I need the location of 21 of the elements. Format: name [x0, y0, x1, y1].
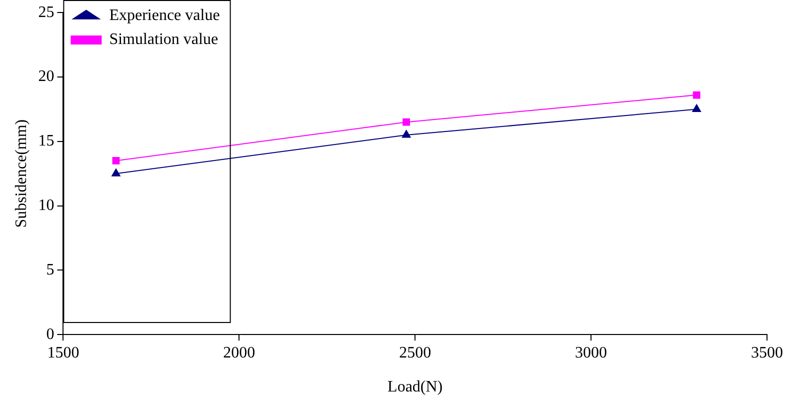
legend-label: Simulation value	[109, 31, 218, 48]
x-tick-label: 2000	[223, 344, 256, 362]
x-tick-label: 3500	[751, 344, 783, 362]
x-tick-label: 3000	[575, 344, 608, 362]
y-tick-label: 5	[46, 261, 54, 278]
y-axis-title: Subsidence(mm)	[12, 119, 30, 228]
y-tick-label: 25	[38, 4, 54, 21]
point	[402, 118, 410, 126]
legend-label: Experience value	[109, 7, 220, 24]
point	[692, 91, 700, 99]
y-tick-label: 10	[38, 197, 54, 214]
point	[112, 168, 120, 176]
y-tick-label: 0	[46, 326, 54, 343]
point	[402, 130, 411, 138]
point	[112, 157, 120, 164]
x-tick-label: 1500	[47, 344, 80, 362]
y-tick-label: 20	[38, 68, 54, 86]
x-tick-label: 2500	[399, 344, 432, 362]
x-axis-title: Load(N)	[388, 378, 443, 396]
y-tick-label: 15	[38, 132, 54, 150]
point	[692, 104, 702, 112]
